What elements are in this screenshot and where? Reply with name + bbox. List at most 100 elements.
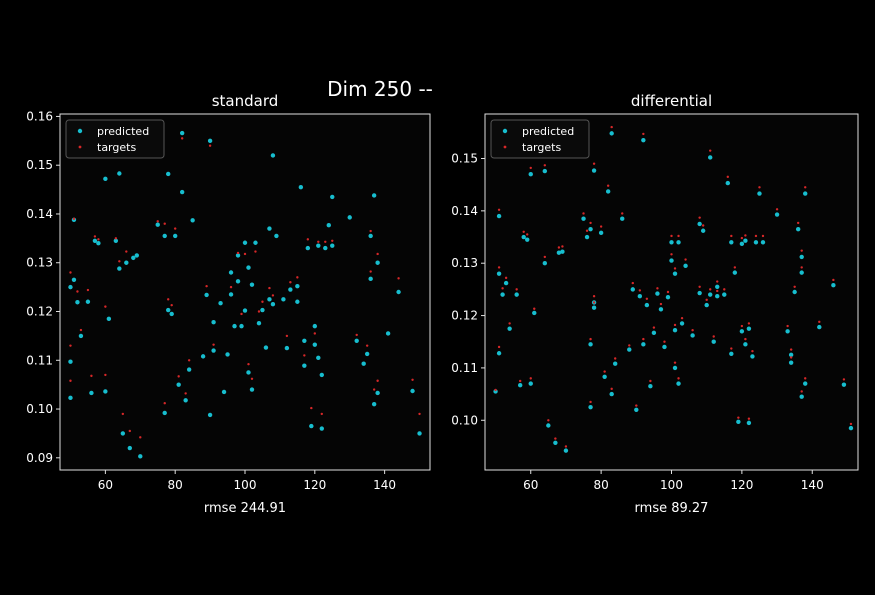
predicted-point (190, 218, 195, 223)
target-point (737, 416, 740, 419)
predicted-point (627, 347, 632, 352)
target-point (547, 419, 550, 422)
x-tick-label: 100 (234, 478, 257, 492)
target-point (128, 429, 132, 433)
predicted-point (295, 283, 300, 289)
target-point (631, 281, 634, 285)
predicted-point (106, 316, 112, 322)
target-point (69, 379, 72, 382)
legend-marker-targets (78, 145, 82, 149)
target-point (712, 335, 715, 338)
predicted-point (155, 222, 160, 227)
y-tick-label: 0.14 (451, 204, 478, 218)
target-point (163, 222, 166, 225)
legend-label-targets: targets (522, 141, 561, 154)
target-point (163, 401, 166, 405)
target-point (804, 186, 807, 189)
target-point (698, 285, 701, 288)
y-tick-label: 0.13 (451, 256, 478, 270)
target-point (243, 252, 247, 256)
target-point (599, 225, 603, 228)
predicted-point (591, 168, 597, 173)
target-point (173, 227, 177, 230)
predicted-point (288, 287, 293, 292)
target-point (701, 224, 705, 227)
predicted-point (85, 299, 91, 304)
target-point (501, 287, 504, 290)
predicted-point (249, 282, 255, 287)
predicted-point (841, 382, 847, 387)
target-point (585, 229, 589, 232)
target-point (285, 334, 289, 338)
predicted-point (750, 354, 755, 359)
target-point (69, 271, 72, 274)
predicted-point (528, 172, 533, 177)
target-point (184, 392, 187, 395)
predicted-point (256, 321, 262, 326)
predicted-point (672, 271, 678, 276)
predicted-point (124, 260, 129, 265)
plot-frame (484, 113, 859, 471)
predicted-point (117, 266, 122, 271)
target-point (842, 378, 846, 381)
target-point (529, 377, 532, 380)
target-point (561, 245, 564, 248)
target-point (69, 344, 72, 347)
target-point (79, 328, 83, 332)
predicted-point (312, 323, 318, 329)
predicted-point (602, 374, 607, 380)
predicted-point (563, 448, 569, 453)
legend-marker-targets (503, 145, 507, 149)
y-tick-label: 0.12 (26, 305, 53, 319)
target-point (508, 322, 511, 325)
predicted-point (127, 445, 133, 451)
target-point (515, 288, 518, 291)
predicted-point (89, 390, 94, 396)
target-point (680, 316, 684, 320)
target-point (638, 289, 642, 292)
target-point (744, 337, 747, 341)
predicted-point (295, 299, 300, 304)
predicted-point (396, 289, 401, 295)
target-point (376, 252, 379, 256)
target-point (497, 345, 501, 349)
predicted-point (521, 234, 526, 240)
predicted-point (556, 250, 562, 255)
target-point (818, 320, 821, 324)
predicted-point (662, 344, 667, 350)
target-point (726, 175, 730, 179)
predicted-point (669, 258, 674, 263)
predicted-point (546, 423, 551, 428)
predicted-point (274, 233, 279, 239)
predicted-point (803, 191, 808, 196)
predicted-point (708, 292, 713, 297)
target-point (177, 375, 180, 378)
predicted-point (525, 237, 530, 242)
target-point (289, 281, 292, 284)
predicted-point (757, 191, 762, 196)
predicted-point (637, 293, 643, 299)
target-point (250, 377, 254, 381)
target-point (642, 337, 645, 341)
y-tick-label: 0.09 (26, 451, 53, 465)
target-point (369, 229, 372, 233)
target-point (104, 305, 107, 308)
x-axis-label: rmse 244.91 (204, 501, 286, 516)
predicted-point (410, 388, 415, 394)
predicted-point (120, 431, 126, 436)
target-point (236, 251, 240, 255)
target-point (709, 149, 712, 152)
predicted-point (232, 323, 237, 329)
legend-box (65, 119, 165, 159)
target-point (800, 249, 803, 252)
predicted-point (354, 338, 359, 343)
predicted-point (225, 352, 230, 357)
figure-title: Dim 250 -- (327, 77, 433, 101)
target-point (254, 250, 257, 253)
target-point (723, 288, 726, 291)
target-point (589, 221, 592, 225)
target-point (796, 221, 800, 225)
target-point (670, 253, 673, 256)
target-point (156, 220, 159, 223)
target-point (716, 280, 719, 283)
